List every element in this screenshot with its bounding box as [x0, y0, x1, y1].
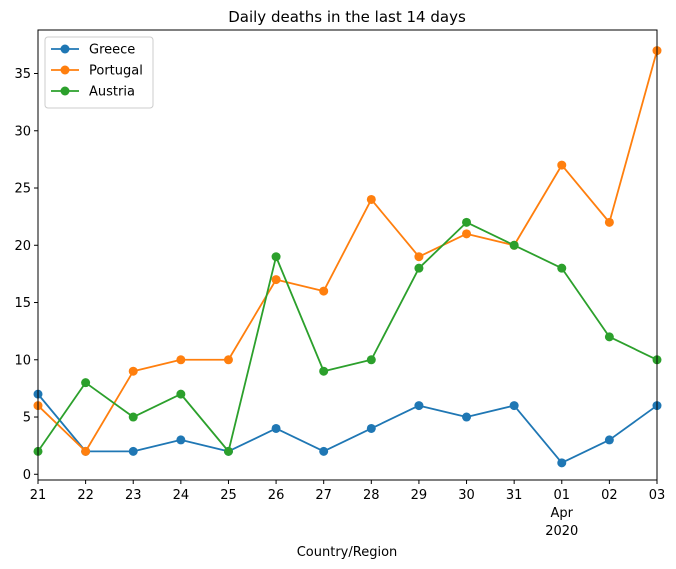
- x-tick-label: 23: [125, 488, 142, 503]
- plot-frame: [37, 29, 658, 481]
- data-point-portugal: [81, 446, 91, 456]
- legend-marker: [60, 65, 70, 75]
- x-tick-label: 01: [553, 488, 570, 503]
- y-tick-label: 25: [14, 182, 31, 197]
- legend-label: Portugal: [89, 64, 143, 79]
- data-point-austria: [414, 263, 424, 273]
- data-point-greece: [462, 412, 472, 422]
- data-point-portugal: [557, 160, 567, 170]
- y-tick-label: 10: [14, 353, 31, 368]
- y-tick-label: 20: [14, 239, 31, 254]
- data-point-greece: [176, 435, 186, 445]
- data-point-greece: [271, 423, 281, 433]
- data-point-greece: [319, 446, 329, 456]
- x-tick-label: 27: [315, 488, 332, 503]
- series-line-portugal: [37, 50, 658, 453]
- legend: Greece Portugal Austria: [44, 36, 154, 109]
- x-tick-label: 22: [77, 488, 94, 503]
- x-tick-label: 29: [411, 488, 428, 503]
- y-tick-label: 15: [14, 296, 31, 311]
- y-tick-label: 0: [23, 468, 31, 483]
- data-point-austria: [319, 366, 329, 376]
- data-point-austria: [509, 240, 519, 250]
- data-point-greece: [366, 423, 376, 433]
- series-line-austria: [37, 221, 658, 453]
- data-point-greece: [414, 401, 424, 411]
- y-tick-label: 35: [14, 67, 31, 82]
- x-tick-label: 25: [220, 488, 237, 503]
- data-point-portugal: [319, 286, 329, 296]
- data-point-portugal: [366, 194, 376, 204]
- data-point-austria: [81, 378, 91, 388]
- data-point-portugal: [223, 355, 233, 365]
- chart-title: Daily deaths in the last 14 days: [228, 8, 466, 26]
- data-point-portugal: [176, 355, 186, 365]
- x-tick-label: 26: [268, 488, 285, 503]
- x-tick-label: 03: [649, 488, 666, 503]
- y-tick-label: 30: [14, 124, 31, 139]
- data-point-austria: [462, 217, 472, 227]
- data-point-austria: [604, 332, 614, 342]
- x-tick-label: 02: [601, 488, 618, 503]
- data-point-austria: [223, 446, 233, 456]
- data-point-portugal: [271, 275, 281, 285]
- data-point-austria: [366, 355, 376, 365]
- x-year-label: 2020: [545, 524, 578, 539]
- data-point-greece: [557, 458, 567, 468]
- data-point-austria: [557, 263, 567, 273]
- x-tick-label: 21: [30, 488, 47, 503]
- data-point-austria: [128, 412, 138, 422]
- x-month-label: Apr: [551, 506, 574, 521]
- legend-label: Greece: [89, 43, 135, 58]
- legend-label: Austria: [89, 85, 135, 100]
- legend-marker: [60, 86, 70, 96]
- x-tick-label: 24: [173, 488, 190, 503]
- x-axis-label: Country/Region: [297, 545, 398, 560]
- x-tick-label: 30: [458, 488, 475, 503]
- data-point-portugal: [604, 217, 614, 227]
- x-tick-label: 31: [506, 488, 523, 503]
- y-tick-label: 5: [23, 411, 31, 426]
- data-point-austria: [176, 389, 186, 399]
- data-point-portugal: [414, 252, 424, 262]
- data-point-portugal: [128, 366, 138, 376]
- series-line-greece: [37, 393, 658, 464]
- data-point-portugal: [462, 229, 472, 239]
- data-point-greece: [509, 401, 519, 411]
- x-tick-label: 28: [363, 488, 380, 503]
- data-point-austria: [271, 252, 281, 262]
- plot-area: [33, 46, 662, 468]
- data-point-greece: [128, 446, 138, 456]
- data-point-greece: [604, 435, 614, 445]
- legend-marker: [60, 44, 70, 54]
